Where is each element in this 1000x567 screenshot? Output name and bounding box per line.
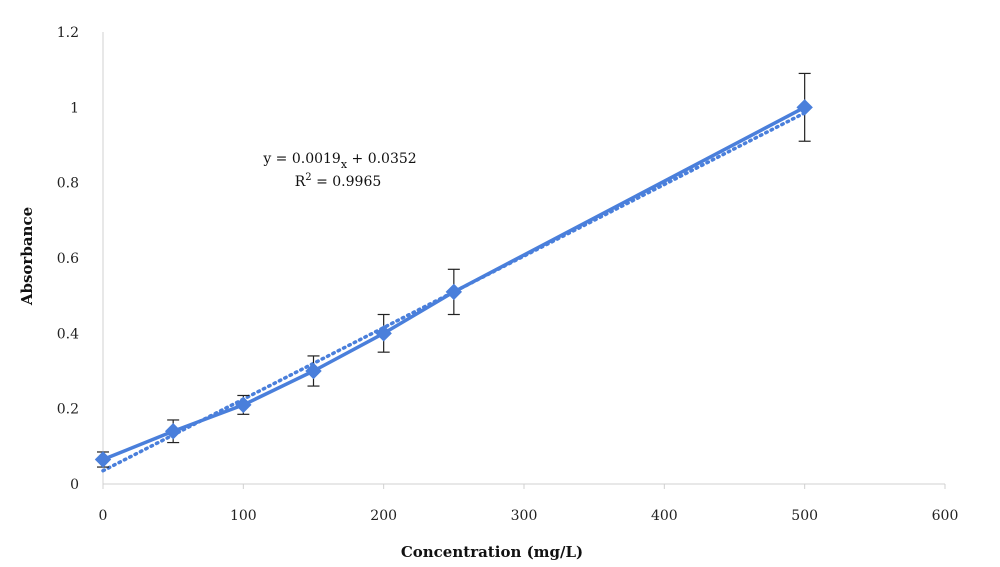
data-point-marker (94, 451, 112, 468)
x-tick-label: 0 (99, 508, 108, 524)
y-axis-title: Absorbance (18, 207, 36, 306)
axes-layer (102, 32, 946, 489)
errorbar-layer (97, 72, 811, 468)
label-layer: 0 100 200 300 400 500 600 0 0.2 0.4 0.6 0.8 1 1.2 (57, 25, 959, 524)
x-tick-label: 500 (791, 508, 818, 524)
marker-layer (94, 99, 813, 468)
x-tick-label: 300 (511, 508, 538, 524)
equation-suffix: + 0.0352 (347, 151, 417, 167)
r2-superscript: 2 (305, 172, 311, 183)
x-axis-title: Concentration (mg/L) (401, 543, 583, 561)
data-point-marker (375, 325, 392, 342)
r-squared-label: R2 = 0.9965 (295, 172, 382, 190)
y-tick-label: 1.2 (57, 25, 79, 41)
trend-layer (101, 111, 807, 473)
data-point-marker (305, 362, 322, 380)
y-tick-label: 0.4 (57, 326, 79, 342)
y-tick-label: 0.8 (57, 176, 79, 192)
data-point-marker (445, 283, 463, 301)
y-tick-label: 0 (70, 477, 79, 493)
data-point-marker (796, 99, 813, 116)
r2-suffix: = 0.9965 (312, 174, 382, 190)
x-tick-label: 600 (932, 508, 959, 524)
y-tick-label: 1 (70, 100, 79, 116)
trendline (101, 111, 807, 473)
x-tick-label: 200 (370, 508, 397, 524)
y-tick-label: 0.2 (57, 402, 79, 418)
equation-prefix: y = 0.0019 (262, 151, 341, 167)
y-tick-label: 0.6 (57, 251, 79, 267)
data-point-marker (235, 396, 252, 414)
x-tick-label: 400 (651, 508, 678, 524)
equation-subscript: x (341, 158, 348, 171)
data-point-marker (164, 423, 182, 440)
r2-prefix: R (295, 174, 306, 190)
x-tick-label: 100 (230, 508, 257, 524)
trendline-equation: y = 0.0019x + 0.0352 (262, 151, 416, 171)
